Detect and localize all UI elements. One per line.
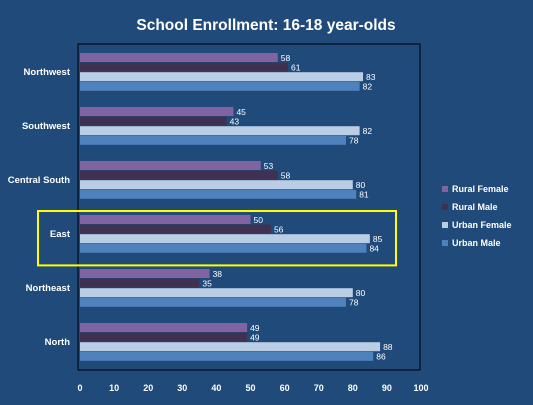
bar-central-south-rural-female — [80, 161, 261, 170]
legend-label-urban-male: Urban Male — [452, 238, 501, 248]
data-label-northeast-urban-female: 80 — [356, 288, 366, 298]
data-label-northwest-urban-male: 82 — [363, 82, 373, 92]
data-label-southwest-urban-female: 82 — [363, 126, 373, 136]
data-label-northwest-rural-female: 58 — [281, 53, 291, 63]
data-label-east-rural-female: 50 — [254, 215, 264, 225]
legend-label-rural-female: Rural Female — [452, 184, 509, 194]
bar-central-south-urban-female — [80, 180, 353, 190]
category-label-central-south: Central South — [8, 175, 70, 186]
bar-northeast-urban-female — [80, 288, 353, 298]
data-label-northeast-urban-male: 78 — [349, 298, 359, 308]
legend-swatch-rural-male — [442, 204, 448, 210]
data-label-north-rural-female: 49 — [250, 323, 260, 333]
bar-east-rural-male — [80, 224, 271, 234]
data-label-north-urban-male: 86 — [376, 352, 386, 362]
data-label-southwest-urban-male: 78 — [349, 136, 359, 146]
x-tick-label-60: 60 — [280, 383, 290, 393]
data-label-north-urban-female: 88 — [383, 342, 393, 352]
bar-northwest-rural-female — [80, 53, 278, 62]
x-tick-label-100: 100 — [413, 383, 428, 393]
bar-northwest-urban-female — [80, 72, 364, 82]
x-tick-label-80: 80 — [348, 383, 358, 393]
category-label-southwest: Southwest — [22, 121, 71, 132]
bar-northeast-rural-male — [80, 278, 200, 288]
x-tick-label-90: 90 — [382, 383, 392, 393]
x-tick-label-30: 30 — [177, 383, 187, 393]
bar-southwest-urban-female — [80, 126, 360, 136]
data-label-north-rural-male: 49 — [250, 332, 260, 342]
category-label-northeast: Northeast — [26, 283, 71, 294]
data-label-northwest-rural-male: 61 — [291, 62, 301, 72]
data-label-central-south-urban-female: 80 — [356, 180, 366, 190]
bar-north-rural-female — [80, 323, 248, 332]
bar-southwest-rural-male — [80, 116, 227, 126]
x-tick-label-10: 10 — [109, 383, 119, 393]
data-label-east-urban-male: 84 — [369, 244, 379, 254]
bar-southwest-urban-male — [80, 135, 346, 145]
data-label-northwest-urban-female: 83 — [366, 72, 376, 82]
plot-area-frame — [77, 43, 421, 371]
bar-east-urban-male — [80, 243, 367, 253]
legend-label-rural-male: Rural Male — [452, 202, 498, 212]
data-label-east-urban-female: 85 — [373, 234, 383, 244]
bar-northwest-rural-male — [80, 62, 289, 72]
chart-title: School Enrollment: 16-18 year-olds — [136, 17, 395, 34]
bar-northwest-urban-male — [80, 81, 360, 91]
bar-north-urban-male — [80, 351, 374, 361]
bar-central-south-urban-male — [80, 189, 357, 199]
category-label-northwest: Northwest — [24, 67, 71, 78]
legend-swatch-rural-female — [442, 186, 448, 192]
data-label-central-south-rural-male: 58 — [281, 170, 291, 180]
legend-swatch-urban-male — [442, 240, 448, 246]
x-tick-label-50: 50 — [245, 383, 255, 393]
x-tick-label-0: 0 — [77, 383, 82, 393]
category-label-north: North — [45, 337, 71, 348]
x-tick-label-20: 20 — [143, 383, 153, 393]
data-label-east-rural-male: 56 — [274, 224, 284, 234]
bar-north-urban-female — [80, 342, 381, 352]
data-label-northeast-rural-male: 35 — [202, 278, 212, 288]
category-label-east: East — [50, 229, 71, 240]
data-label-central-south-rural-female: 53 — [264, 161, 274, 171]
bar-east-rural-female — [80, 215, 251, 224]
bar-northeast-urban-male — [80, 297, 346, 307]
bar-east-urban-female — [80, 234, 370, 244]
bar-north-rural-male — [80, 332, 248, 342]
highlight-box-east — [37, 210, 397, 267]
bar-northeast-rural-female — [80, 269, 210, 278]
data-label-northeast-rural-female: 38 — [213, 269, 223, 279]
data-label-southwest-rural-male: 43 — [230, 116, 240, 126]
data-label-central-south-urban-male: 81 — [359, 190, 369, 200]
bar-southwest-rural-female — [80, 107, 234, 116]
legend-label-urban-female: Urban Female — [452, 220, 512, 230]
data-label-southwest-rural-female: 45 — [236, 107, 246, 117]
x-tick-label-40: 40 — [211, 383, 221, 393]
x-tick-label-70: 70 — [314, 383, 324, 393]
bar-central-south-rural-male — [80, 170, 278, 180]
legend-swatch-urban-female — [442, 222, 448, 228]
